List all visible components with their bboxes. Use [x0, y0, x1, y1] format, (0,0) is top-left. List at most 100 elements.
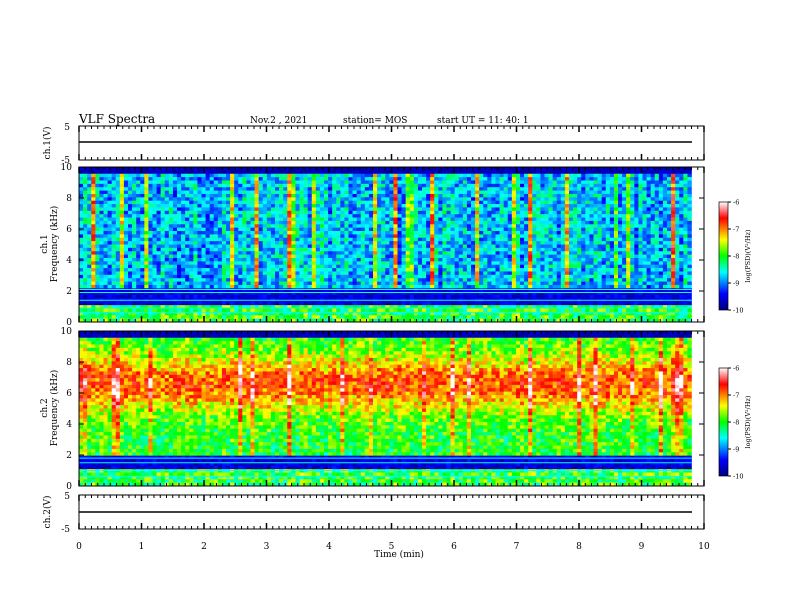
spectrogram-cell: [548, 244, 553, 249]
spectrogram-cell: [589, 254, 594, 259]
spectrogram-cell: [283, 200, 288, 205]
spectrogram-cell: [119, 278, 125, 282]
spectrogram-cell: [201, 227, 206, 232]
spectrogram-cell: [291, 200, 296, 205]
spectrogram-cell: [91, 217, 96, 222]
spectrogram-cell: [679, 204, 684, 208]
spectrogram-cell: [609, 237, 615, 242]
spectrogram-cell: [483, 200, 488, 205]
spectrogram-cell: [213, 180, 219, 185]
spectrogram-cell: [654, 234, 660, 239]
spectrogram-cell: [442, 217, 447, 222]
spectrogram-cell: [221, 234, 227, 239]
spectrogram-cell: [650, 204, 656, 208]
spectrogram-cell: [283, 180, 288, 185]
spectrogram-cell: [254, 170, 259, 175]
spectrogram-cell: [307, 231, 313, 235]
spectrogram-cell: [573, 214, 578, 218]
spectrogram-cell: [103, 187, 108, 191]
spectrogram-cell: [262, 224, 268, 228]
spectrogram-cell: [658, 217, 664, 222]
spectrogram-cell: [254, 200, 259, 205]
spectrogram-cell: [315, 170, 321, 175]
spectrogram-cell: [642, 190, 647, 195]
spectrogram-cell: [626, 187, 631, 191]
spectrogram-cell: [95, 170, 100, 175]
spectrogram-cell: [393, 251, 398, 255]
spectrogram-cell: [471, 251, 476, 255]
spectrogram-cell: [95, 237, 100, 242]
spectrogram-cell: [491, 193, 496, 198]
spectrogram-cell: [115, 170, 121, 175]
spectrogram-cell: [373, 180, 378, 185]
spectrogram-cell: [446, 234, 451, 239]
spectrogram-cell: [148, 204, 153, 208]
spectrogram-cell: [315, 183, 321, 188]
spectrogram-cell: [287, 200, 292, 205]
spectrogram-cell: [520, 257, 525, 262]
spectrogram-cell: [213, 224, 219, 228]
spectrogram-cell: [422, 241, 427, 245]
spectrogram-cell: [83, 257, 88, 262]
spectrogram-cell: [507, 197, 513, 201]
spectrogram-cell: [87, 264, 92, 269]
spectrogram-cell: [630, 183, 635, 188]
spectrogram-cell: [209, 271, 215, 276]
spectrogram-cell: [299, 183, 304, 188]
spectrogram-cell: [487, 200, 492, 205]
spectrogram-cell: [352, 220, 357, 225]
spectrogram-cell: [687, 187, 692, 191]
spectrogram-cell: [128, 173, 133, 178]
spectrogram-cell: [193, 257, 198, 262]
spectrogram-cell: [650, 214, 656, 218]
spectrogram-cell: [230, 231, 235, 235]
spectrogram-cell: [540, 180, 545, 185]
spectrogram-cell: [515, 170, 521, 175]
spectrogram-cell: [466, 247, 472, 252]
spectrogram-cell: [164, 247, 170, 252]
spectrogram-cell: [291, 224, 296, 228]
spectrogram-cell: [618, 247, 623, 252]
spectrogram-cell: [507, 244, 513, 249]
spectrogram-cell: [291, 271, 296, 276]
spectrogram-cell: [201, 220, 206, 225]
spectrogram-cell: [299, 251, 304, 255]
spectrogram-cell: [324, 244, 329, 249]
spectrogram-cell: [528, 187, 533, 191]
spectrogram-cell: [675, 251, 680, 255]
spectrogram-cell: [577, 234, 582, 239]
spectrogram-cell: [197, 237, 202, 242]
spectrogram-cell: [348, 217, 353, 222]
spectrogram-cell: [601, 180, 607, 185]
spectrogram-cell: [507, 271, 513, 276]
spectrogram-cell: [189, 268, 194, 272]
spectrogram-cell: [299, 170, 304, 175]
spectrogram-cell: [368, 261, 374, 266]
spectrogram-cell: [234, 177, 239, 181]
spectrogram-cell: [520, 187, 525, 191]
spectrogram-cell: [377, 254, 382, 259]
spectrogram-cell: [679, 220, 684, 225]
spectrogram-cell: [246, 214, 251, 218]
spectrogram-cell: [332, 220, 337, 225]
spectrogram-cell: [103, 244, 108, 249]
spectrogram-cell: [246, 227, 251, 232]
spectrogram-cell: [520, 271, 525, 276]
spectrogram-cell: [340, 183, 345, 188]
spectrogram-cell: [205, 180, 210, 185]
spectrogram-cell: [185, 241, 190, 245]
spectrogram-cell: [344, 234, 349, 239]
spectrogram-cell: [667, 254, 672, 259]
spectrogram-cell: [344, 170, 349, 175]
spectrogram-cell: [185, 217, 190, 222]
spectrogram-cell: [242, 204, 247, 208]
spectrogram-cell: [181, 190, 186, 195]
spectrogram-cell: [344, 190, 349, 195]
spectrogram-cell: [123, 271, 129, 276]
spectrogram-cell: [389, 183, 394, 188]
spectrogram-cell: [258, 237, 264, 242]
spectrogram-cell: [585, 217, 590, 222]
spectrogram-cell: [409, 268, 415, 272]
spectrogram-cell: [221, 193, 227, 198]
spectrogram-cell: [234, 227, 239, 232]
